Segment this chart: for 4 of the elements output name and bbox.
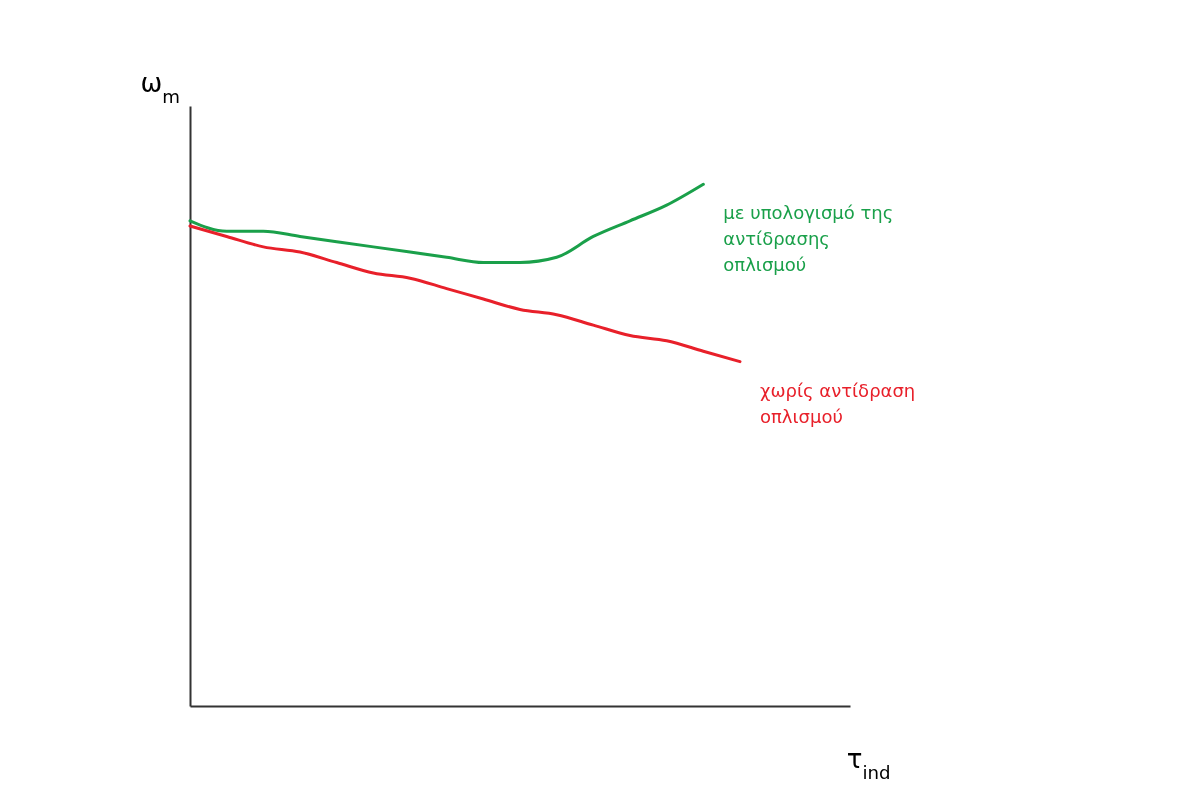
y-axis-title: ω$_{m}$	[140, 67, 180, 106]
x-axis-title: τ$_{ind}$	[846, 743, 891, 782]
series-label: με υπολογισμό της αντίδρασης οπλισμού	[723, 202, 894, 276]
series-label: χωρίς αντίδραση οπλισμού	[760, 379, 916, 427]
